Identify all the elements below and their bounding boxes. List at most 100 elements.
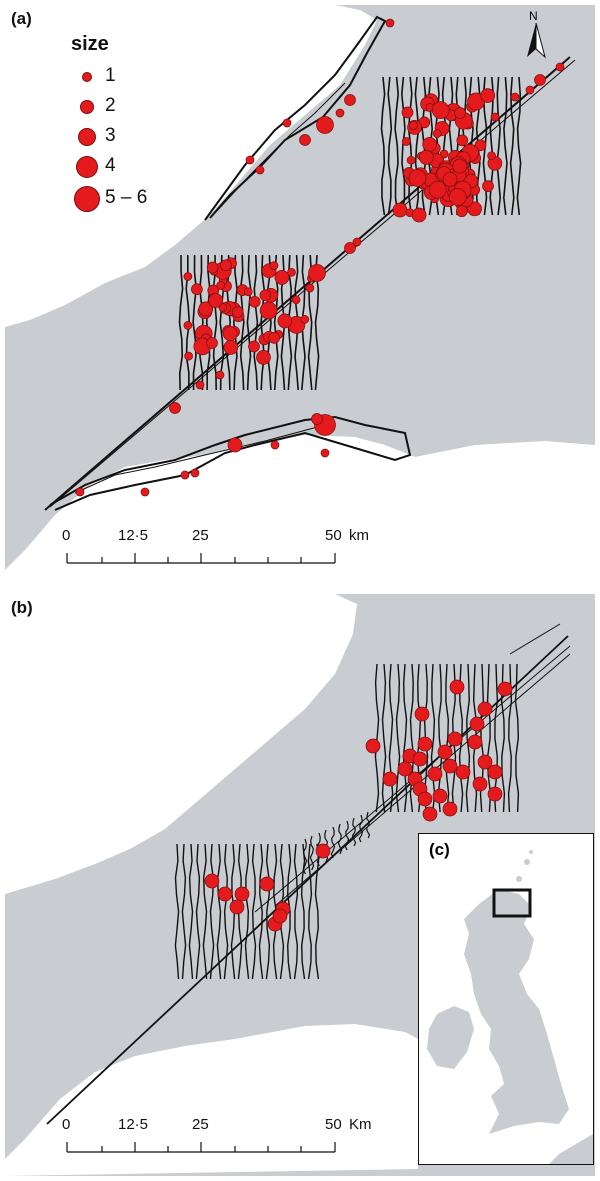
sighting-marker-icon — [447, 731, 463, 747]
sighting-marker-icon — [215, 370, 225, 380]
map-panel-a: (a) size 1 2 3 4 5 – 6 N 0 12·5 — [5, 5, 595, 587]
transect-line — [274, 653, 571, 907]
scale-tick-label: 12·5 — [118, 1116, 149, 1133]
great-britain-shape — [464, 889, 569, 1134]
survey-line — [223, 843, 229, 980]
legend: size 1 2 3 4 5 – 6 — [61, 27, 169, 227]
sighting-marker-icon — [487, 151, 496, 161]
sighting-marker-icon — [75, 487, 85, 497]
sighting-marker-icon — [469, 716, 485, 732]
survey-line — [502, 76, 508, 216]
sighting-marker-icon — [277, 313, 293, 329]
sighting-marker-icon — [437, 744, 453, 760]
survey-line — [381, 663, 387, 813]
survey-line — [300, 843, 306, 980]
sighting-marker-icon — [409, 121, 418, 130]
survey-line — [260, 254, 266, 391]
sighting-marker-icon — [452, 158, 468, 174]
sighting-marker-icon — [140, 487, 150, 497]
survey-line — [216, 843, 222, 980]
sighting-marker-icon — [195, 380, 205, 390]
survey-line — [351, 817, 357, 847]
legend-title: size — [71, 33, 109, 55]
sighting-marker-icon — [180, 470, 190, 480]
sighting-marker-icon — [208, 293, 223, 308]
survey-line — [400, 76, 406, 216]
sighting-marker-icon — [183, 272, 193, 281]
sighting-marker-icon — [315, 843, 331, 859]
sighting-marker-icon — [454, 107, 466, 119]
survey-line — [509, 76, 515, 216]
survey-line — [380, 76, 386, 216]
legend-item: 3 — [61, 123, 169, 153]
sighting-marker-icon — [198, 301, 214, 317]
sighting-marker-icon — [442, 758, 458, 774]
sighting-marker-icon — [190, 468, 200, 478]
sighting-marker-icon — [204, 873, 220, 889]
inset-label: (c) — [429, 840, 450, 859]
legend-item-label: 2 — [105, 95, 116, 116]
sighting-marker-icon — [432, 788, 448, 804]
sighting-marker-icon — [74, 186, 100, 212]
scale-tick-label: 25 — [192, 527, 209, 544]
sighting-marker-icon — [480, 88, 496, 103]
sighting-marker-icon — [222, 326, 238, 342]
sighting-marker-icon — [534, 74, 546, 86]
panel-label-a: (a) — [11, 9, 32, 28]
transect-line — [509, 623, 561, 655]
survey-line — [414, 76, 420, 216]
sighting-marker-icon — [269, 261, 279, 270]
sighting-marker-icon — [80, 100, 94, 114]
sighting-marker-icon — [270, 440, 280, 450]
sighting-marker-icon — [482, 180, 494, 192]
sighting-marker-icon — [365, 738, 381, 754]
survey-line — [314, 843, 320, 980]
sighting-marker-icon — [287, 267, 296, 277]
sighting-marker-icon — [259, 301, 278, 320]
sighting-marker-icon — [525, 85, 535, 95]
sighting-marker-icon — [291, 295, 301, 305]
survey-line — [358, 814, 364, 843]
survey-line — [330, 826, 336, 859]
sighting-marker-icon — [448, 188, 467, 206]
survey-line — [246, 254, 252, 391]
sighting-marker-icon — [401, 106, 414, 119]
scale-unit: Km — [349, 1116, 372, 1133]
survey-line — [437, 663, 443, 813]
sighting-marker-icon — [408, 169, 427, 187]
survey-line — [496, 76, 502, 216]
map-b-canvas — [5, 594, 571, 1176]
survey-line — [286, 843, 292, 980]
survey-line — [181, 843, 187, 980]
sighting-marker-icon — [234, 886, 250, 902]
sighting-marker-icon — [449, 679, 465, 695]
sighting-marker-icon — [299, 134, 311, 146]
sighting-marker-icon — [217, 886, 233, 902]
survey-line — [265, 843, 271, 980]
study-area-box — [492, 888, 532, 918]
sighting-marker-icon — [455, 764, 471, 780]
sighting-marker-icon — [414, 706, 430, 722]
sighting-marker-icon — [243, 287, 253, 297]
sighting-marker-icon — [335, 108, 345, 118]
sighting-marker-icon — [422, 806, 438, 822]
sighting-marker-icon — [223, 340, 239, 355]
sighting-marker-icon — [432, 129, 442, 138]
scale-bar-b — [66, 1142, 336, 1153]
land-south — [5, 435, 595, 587]
sighting-marker-icon — [490, 112, 500, 122]
survey-line — [465, 663, 471, 813]
sighting-marker-icon — [411, 207, 427, 223]
survey-line — [337, 823, 343, 855]
sighting-marker-icon — [268, 332, 281, 344]
sighting-marker-icon — [248, 295, 261, 308]
survey-line — [293, 843, 299, 980]
land-north — [5, 594, 357, 894]
sighting-marker-icon — [248, 340, 260, 353]
sighting-marker-icon — [216, 281, 226, 290]
survey-line — [409, 663, 415, 813]
sighting-marker-icon — [487, 764, 503, 780]
sighting-marker-icon — [392, 202, 408, 218]
sighting-marker-icon — [555, 62, 565, 72]
sighting-marker-icon — [431, 101, 450, 119]
